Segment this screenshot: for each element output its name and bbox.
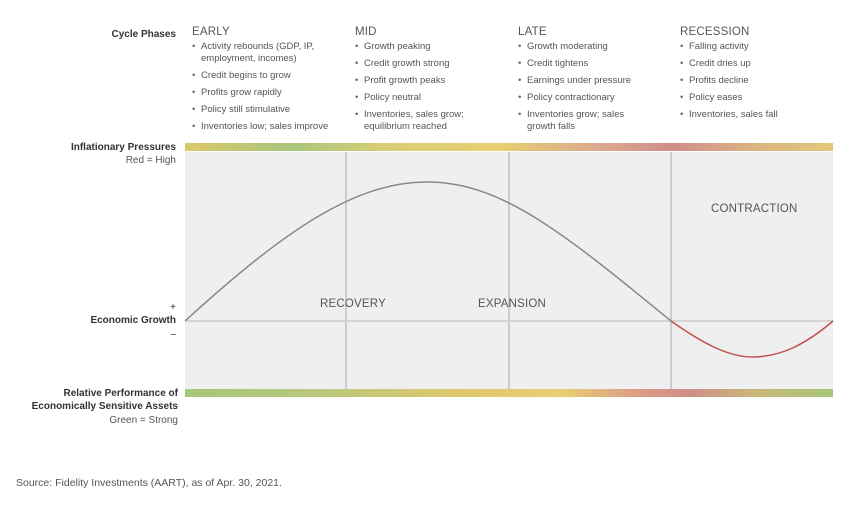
phase-bullet: Growth peaking <box>355 41 515 53</box>
source-note: Source: Fidelity Investments (AART), as … <box>16 477 282 489</box>
phase-early: EARLY Activity rebounds (GDP, IP, employ… <box>192 26 352 138</box>
phase-bullet: Earnings under pressure <box>518 75 678 87</box>
stage-expansion: EXPANSION <box>478 298 547 310</box>
phase-bullets: Activity rebounds (GDP, IP, employment, … <box>192 41 352 133</box>
phase-late: LATE Growth moderating Credit tightens E… <box>518 26 678 138</box>
inflationary-pressures-label: Inflationary Pressures <box>70 142 176 153</box>
growth-curve-positive <box>184 181 672 322</box>
phase-bullet: Credit dries up <box>680 58 840 70</box>
phase-bullet: Profits decline <box>680 75 840 87</box>
performance-note: Green = Strong <box>109 415 178 426</box>
phase-bullet: Inventories, sales fall <box>680 109 840 121</box>
phase-bullet: Policy contractionary <box>518 92 678 104</box>
phase-recession: RECESSION Falling activity Credit dries … <box>680 26 840 126</box>
phase-name: MID <box>355 26 377 38</box>
phase-bullets: Falling activity Credit dries up Profits… <box>680 41 840 121</box>
phase-bullet: Policy neutral <box>355 92 515 104</box>
growth-curve-negative <box>670 320 834 358</box>
phase-name: LATE <box>518 26 547 38</box>
minus-sign: – <box>170 329 176 340</box>
phase-name: EARLY <box>192 26 230 38</box>
stage-contraction: CONTRACTION <box>711 203 798 215</box>
economic-growth-label: Economic Growth <box>90 315 176 326</box>
phase-mid: MID Growth peaking Credit growth strong … <box>355 26 515 138</box>
phase-bullet: Credit growth strong <box>355 58 515 70</box>
phase-bullet: Credit tightens <box>518 58 678 70</box>
relative-performance-band <box>185 389 833 397</box>
cycle-phases-label: Cycle Phases <box>111 29 177 40</box>
inflation-note: Red = High <box>125 155 176 166</box>
phase-bullet: Inventories grow; sales growth falls <box>518 109 639 133</box>
phase-bullet: Falling activity <box>680 41 840 53</box>
phase-bullet: Profits grow rapidly <box>192 87 352 99</box>
phase-bullets: Growth peaking Credit growth strong Prof… <box>355 41 515 133</box>
phase-bullet: Inventories low; sales improve <box>192 121 352 133</box>
phase-bullet: Profit growth peaks <box>355 75 515 87</box>
phase-bullet: Inventories, sales grow; equilibrium rea… <box>355 109 486 133</box>
phase-bullet: Credit begins to grow <box>192 70 352 82</box>
phase-name: RECESSION <box>680 26 750 38</box>
stage-recovery: RECOVERY <box>320 298 386 310</box>
relative-performance-label-line2: Economically Sensitive Assets <box>31 401 178 412</box>
inflation-pressure-band <box>185 143 833 151</box>
plus-sign: + <box>170 302 176 313</box>
phase-bullet: Growth moderating <box>518 41 678 53</box>
phase-bullet: Activity rebounds (GDP, IP, employment, … <box>192 41 329 65</box>
phase-bullets: Growth moderating Credit tightens Earnin… <box>518 41 678 133</box>
phase-bullet: Policy still stimulative <box>192 104 352 116</box>
relative-performance-label-line1: Relative Performance of <box>63 388 179 399</box>
phase-bullet: Policy eases <box>680 92 840 104</box>
